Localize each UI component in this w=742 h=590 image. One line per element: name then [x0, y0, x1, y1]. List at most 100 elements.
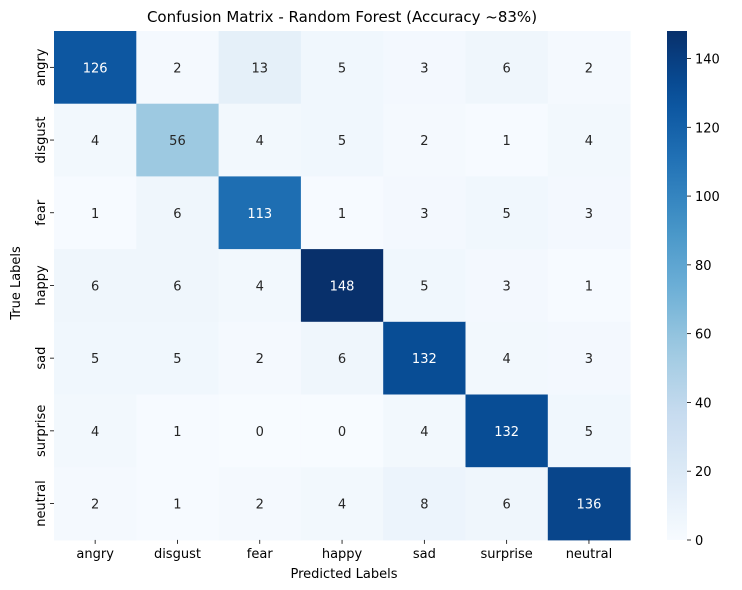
colorbar-tick-label: 20 — [695, 465, 712, 480]
heatmap-cell — [218, 394, 302, 468]
chart-title: Confusion Matrix - Random Forest (Accura… — [147, 8, 537, 26]
cell-value-label: 8 — [420, 498, 428, 513]
heatmap-cell — [218, 176, 302, 250]
heatmap-cell — [136, 249, 220, 323]
heatmap-cell — [218, 467, 302, 541]
cell-value-label: 5 — [338, 134, 346, 149]
cell-value-label: 148 — [330, 279, 355, 294]
cell-value-label: 2 — [173, 61, 181, 76]
heatmap-cells: 126 2 13 5 3 6 24 56 4 5 2 1 41 6 113 1 3 5 36 6 4 148 5 3 15 5 2 6… — [54, 31, 631, 541]
x-tick-label: disgust — [154, 547, 201, 562]
y-axis-ticks: angry disgust fear happy sad surprise neutral — [34, 48, 54, 527]
heatmap-cell — [136, 394, 220, 468]
cell-value-label: 4 — [420, 425, 428, 440]
heatmap-cell — [383, 394, 466, 468]
heatmap-cell — [300, 394, 384, 468]
y-tick-label: happy — [34, 265, 49, 306]
colorbar-tick-label: 100 — [695, 190, 720, 205]
cell-value-label: 4 — [256, 134, 264, 149]
heatmap-cell — [218, 103, 302, 177]
cell-value-label: 1 — [503, 134, 511, 149]
heatmap-cell — [300, 31, 384, 105]
y-tick-label: sad — [34, 347, 49, 370]
cell-value-label: 4 — [91, 425, 99, 440]
cell-value-label: 6 — [338, 352, 346, 367]
heatmap-cell — [218, 31, 302, 105]
heatmap-cell — [218, 249, 302, 323]
y-axis-label: True Labels — [9, 246, 24, 321]
cell-value-label: 3 — [585, 207, 593, 222]
x-tick-label: surprise — [480, 547, 532, 562]
cell-value-label: 3 — [420, 207, 428, 222]
heatmap-cell — [547, 103, 631, 177]
colorbar-gradient — [667, 31, 687, 540]
heatmap-cell — [300, 103, 384, 177]
cell-value-label: 6 — [173, 207, 181, 222]
cell-value-label: 1 — [173, 425, 181, 440]
cell-value-label: 5 — [91, 352, 99, 367]
heatmap-cell — [136, 31, 220, 105]
heatmap-cell — [383, 176, 466, 250]
cell-value-label: 4 — [91, 134, 99, 149]
heatmap-cell — [383, 467, 466, 541]
cell-value-label: 113 — [247, 207, 272, 222]
heatmap-cell — [547, 467, 631, 541]
colorbar-tick-label: 120 — [695, 121, 720, 136]
heatmap-cell — [54, 321, 137, 395]
cell-value-label: 132 — [412, 352, 437, 367]
cell-value-label: 1 — [338, 207, 346, 222]
x-tick-label: angry — [76, 547, 114, 562]
heatmap-cell — [465, 394, 549, 468]
cell-value-label: 5 — [338, 61, 346, 76]
cell-value-label: 5 — [173, 352, 181, 367]
cell-value-label: 5 — [503, 207, 511, 222]
cell-value-label: 3 — [420, 61, 428, 76]
heatmap-cell — [54, 394, 137, 468]
cell-value-label: 5 — [420, 279, 428, 294]
y-tick-label: surprise — [34, 405, 49, 457]
heatmap-cell — [465, 31, 549, 105]
heatmap-cell — [136, 321, 220, 395]
heatmap-cell — [547, 249, 631, 323]
cell-value-label: 2 — [256, 498, 264, 513]
cell-value-label: 4 — [338, 498, 346, 513]
heatmap-cell — [383, 321, 466, 395]
heatmap-cell — [465, 103, 549, 177]
heatmap-cell — [465, 176, 549, 250]
cell-value-label: 56 — [169, 134, 186, 149]
cell-value-label: 0 — [338, 425, 346, 440]
heatmap-cell — [300, 467, 384, 541]
cell-value-label: 0 — [256, 425, 264, 440]
heatmap-cell — [54, 176, 137, 250]
x-axis-ticks: angry disgust fear happy sad surprise neutral — [76, 539, 613, 562]
heatmap-cell — [54, 31, 137, 105]
colorbar-tick-label: 80 — [695, 259, 712, 274]
cell-value-label: 4 — [256, 279, 264, 294]
cell-value-label: 4 — [585, 134, 593, 149]
cell-value-label: 3 — [503, 279, 511, 294]
heatmap-cell — [465, 249, 549, 323]
cell-value-label: 2 — [585, 61, 593, 76]
cell-value-label: 1 — [585, 279, 593, 294]
heatmap-cell — [54, 249, 137, 323]
cell-value-label: 4 — [503, 352, 511, 367]
x-tick-label: sad — [413, 547, 436, 562]
heatmap-cell — [383, 103, 466, 177]
cell-value-label: 132 — [494, 425, 519, 440]
cell-value-label: 6 — [503, 498, 511, 513]
y-tick-label: neutral — [34, 480, 49, 527]
heatmap-cell — [136, 103, 220, 177]
colorbar-tick-label: 40 — [695, 396, 712, 411]
heatmap-cell — [54, 467, 137, 541]
x-tick-label: happy — [322, 547, 363, 562]
cell-value-label: 1 — [91, 207, 99, 222]
cell-value-label: 3 — [585, 352, 593, 367]
heatmap-cell — [383, 249, 466, 323]
x-tick-label: neutral — [566, 547, 613, 562]
heatmap-cell — [300, 249, 384, 323]
colorbar-tick-label: 0 — [695, 534, 703, 549]
heatmap-cell — [547, 31, 631, 105]
cell-value-label: 6 — [173, 279, 181, 294]
colorbar: 0 20 40 60 80 100 120 140 — [667, 31, 720, 549]
